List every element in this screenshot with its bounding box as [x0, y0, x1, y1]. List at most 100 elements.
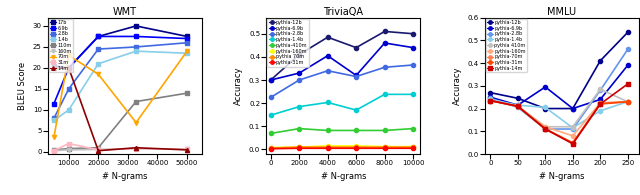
Line: pythia-1.4b: pythia-1.4b	[269, 92, 415, 117]
1.4b	[50, 119, 58, 122]
pythia-31m	[596, 103, 604, 105]
pythia-70m	[569, 142, 577, 144]
Line: 6.9b: 6.9b	[52, 34, 189, 106]
Line: pythia-160m: pythia-160m	[488, 98, 630, 138]
Legend: 17b, 6.9b, 2.8b, 1.4b, 110m, 160m, 70m, 31m, 14m: 17b, 6.9b, 2.8b, 1.4b, 110m, 160m, 70m, …	[49, 19, 73, 72]
X-axis label: # N-grams: # N-grams	[321, 172, 366, 181]
Line: 110m: 110m	[52, 91, 189, 152]
pythia-14m	[514, 105, 522, 107]
pythia-6.9b	[624, 64, 632, 66]
pythia-160m	[353, 145, 360, 147]
6.9b	[183, 37, 191, 40]
pythia-70m	[624, 101, 632, 103]
pythia-1.4b	[486, 98, 494, 101]
70m	[183, 50, 191, 52]
17b	[183, 35, 191, 38]
pythia-14m	[486, 99, 494, 102]
Line: pythia-410m: pythia-410m	[269, 127, 415, 136]
pythia-160m	[486, 99, 494, 102]
pythia-410m	[296, 127, 303, 130]
Title: TriviaQA: TriviaQA	[323, 7, 364, 17]
pythia-31m	[324, 147, 332, 149]
110m	[132, 100, 140, 103]
pythia-2.8b	[324, 70, 332, 72]
pythia 410m	[569, 126, 577, 128]
pythia 410m	[624, 101, 632, 103]
70m	[65, 54, 72, 57]
pythia-6.9b	[267, 79, 275, 81]
pythia-2.8b	[381, 66, 388, 68]
14m	[50, 67, 58, 69]
pythia-2.8b	[267, 96, 275, 98]
pythia-2.8b	[624, 48, 632, 51]
pythia-12b	[514, 97, 522, 99]
160m	[132, 147, 140, 150]
17b	[50, 65, 58, 67]
Line: pythia-70m: pythia-70m	[488, 98, 630, 145]
pythia-2.8b	[296, 79, 303, 81]
pythia-12b	[596, 60, 604, 62]
pythia-160m	[596, 102, 604, 104]
31m	[132, 147, 140, 150]
pythia-12b	[296, 53, 303, 56]
Line: pythia-12b: pythia-12b	[269, 29, 415, 82]
pythia-70m	[486, 99, 494, 102]
pythia-160m	[324, 145, 332, 147]
17b	[132, 25, 140, 27]
Line: pythia-12b: pythia-12b	[488, 30, 630, 111]
Title: WMT: WMT	[113, 7, 137, 17]
160m	[65, 149, 72, 151]
pythia-6.9b	[324, 55, 332, 57]
pythia-160m	[569, 135, 577, 137]
pythia-6.9b	[541, 86, 549, 88]
1.4b	[65, 109, 72, 111]
pythia-70m	[541, 128, 549, 130]
160m	[50, 150, 58, 152]
X-axis label: # N-grams: # N-grams	[102, 172, 148, 181]
pythia-1.4b	[514, 104, 522, 106]
pythia-12b	[324, 36, 332, 38]
pythia-1.4b	[410, 93, 417, 96]
Y-axis label: Accuracy: Accuracy	[453, 66, 462, 105]
pythia-160m	[624, 101, 632, 103]
pythia-70m	[596, 102, 604, 105]
Line: pythia-6.9b: pythia-6.9b	[488, 63, 630, 111]
pythia-160m	[410, 145, 417, 148]
pythia-31m	[267, 148, 275, 150]
31m	[95, 149, 102, 151]
pythia 70m	[353, 146, 360, 148]
160m	[183, 148, 191, 151]
Y-axis label: BLEU Score: BLEU Score	[18, 62, 27, 110]
pythia-410m	[410, 127, 417, 130]
6.9b	[132, 35, 140, 38]
Line: pythia-6.9b: pythia-6.9b	[269, 41, 415, 82]
6.9b	[65, 67, 72, 69]
pythia-1.4b	[381, 93, 388, 96]
pythia-2.8b	[569, 128, 577, 130]
pythia-2.8b	[596, 89, 604, 91]
pythia-12b	[569, 107, 577, 110]
pythia-31m	[353, 147, 360, 149]
pythia-1.4b	[596, 110, 604, 112]
pythia-6.9b	[381, 42, 388, 44]
pythia-12b	[541, 107, 549, 110]
Line: 160m: 160m	[52, 146, 189, 153]
pythia-6.9b	[569, 107, 577, 110]
pythia 70m	[296, 146, 303, 148]
pythia-160m	[296, 146, 303, 148]
Line: 1.4b: 1.4b	[52, 49, 189, 122]
31m	[65, 142, 72, 145]
pythia-12b	[381, 30, 388, 33]
Line: pythia-2.8b: pythia-2.8b	[269, 63, 415, 99]
pythia-31m	[541, 128, 549, 130]
Legend: pythia-12b, pythia-6.9b, pythia-2.8b, pythia-1.4b, pythia 410m, pythia-160m, pyt: pythia-12b, pythia-6.9b, pythia-2.8b, py…	[486, 19, 527, 72]
pythia-2.8b	[353, 75, 360, 78]
70m	[50, 136, 58, 138]
pythia-6.9b	[596, 98, 604, 101]
Line: pythia-31m: pythia-31m	[488, 98, 630, 145]
Line: pythia-1.4b: pythia-1.4b	[488, 97, 630, 130]
pythia-410m	[353, 129, 360, 132]
2.8b	[183, 42, 191, 44]
Title: MMLU: MMLU	[547, 7, 577, 17]
pythia 70m	[410, 146, 417, 148]
